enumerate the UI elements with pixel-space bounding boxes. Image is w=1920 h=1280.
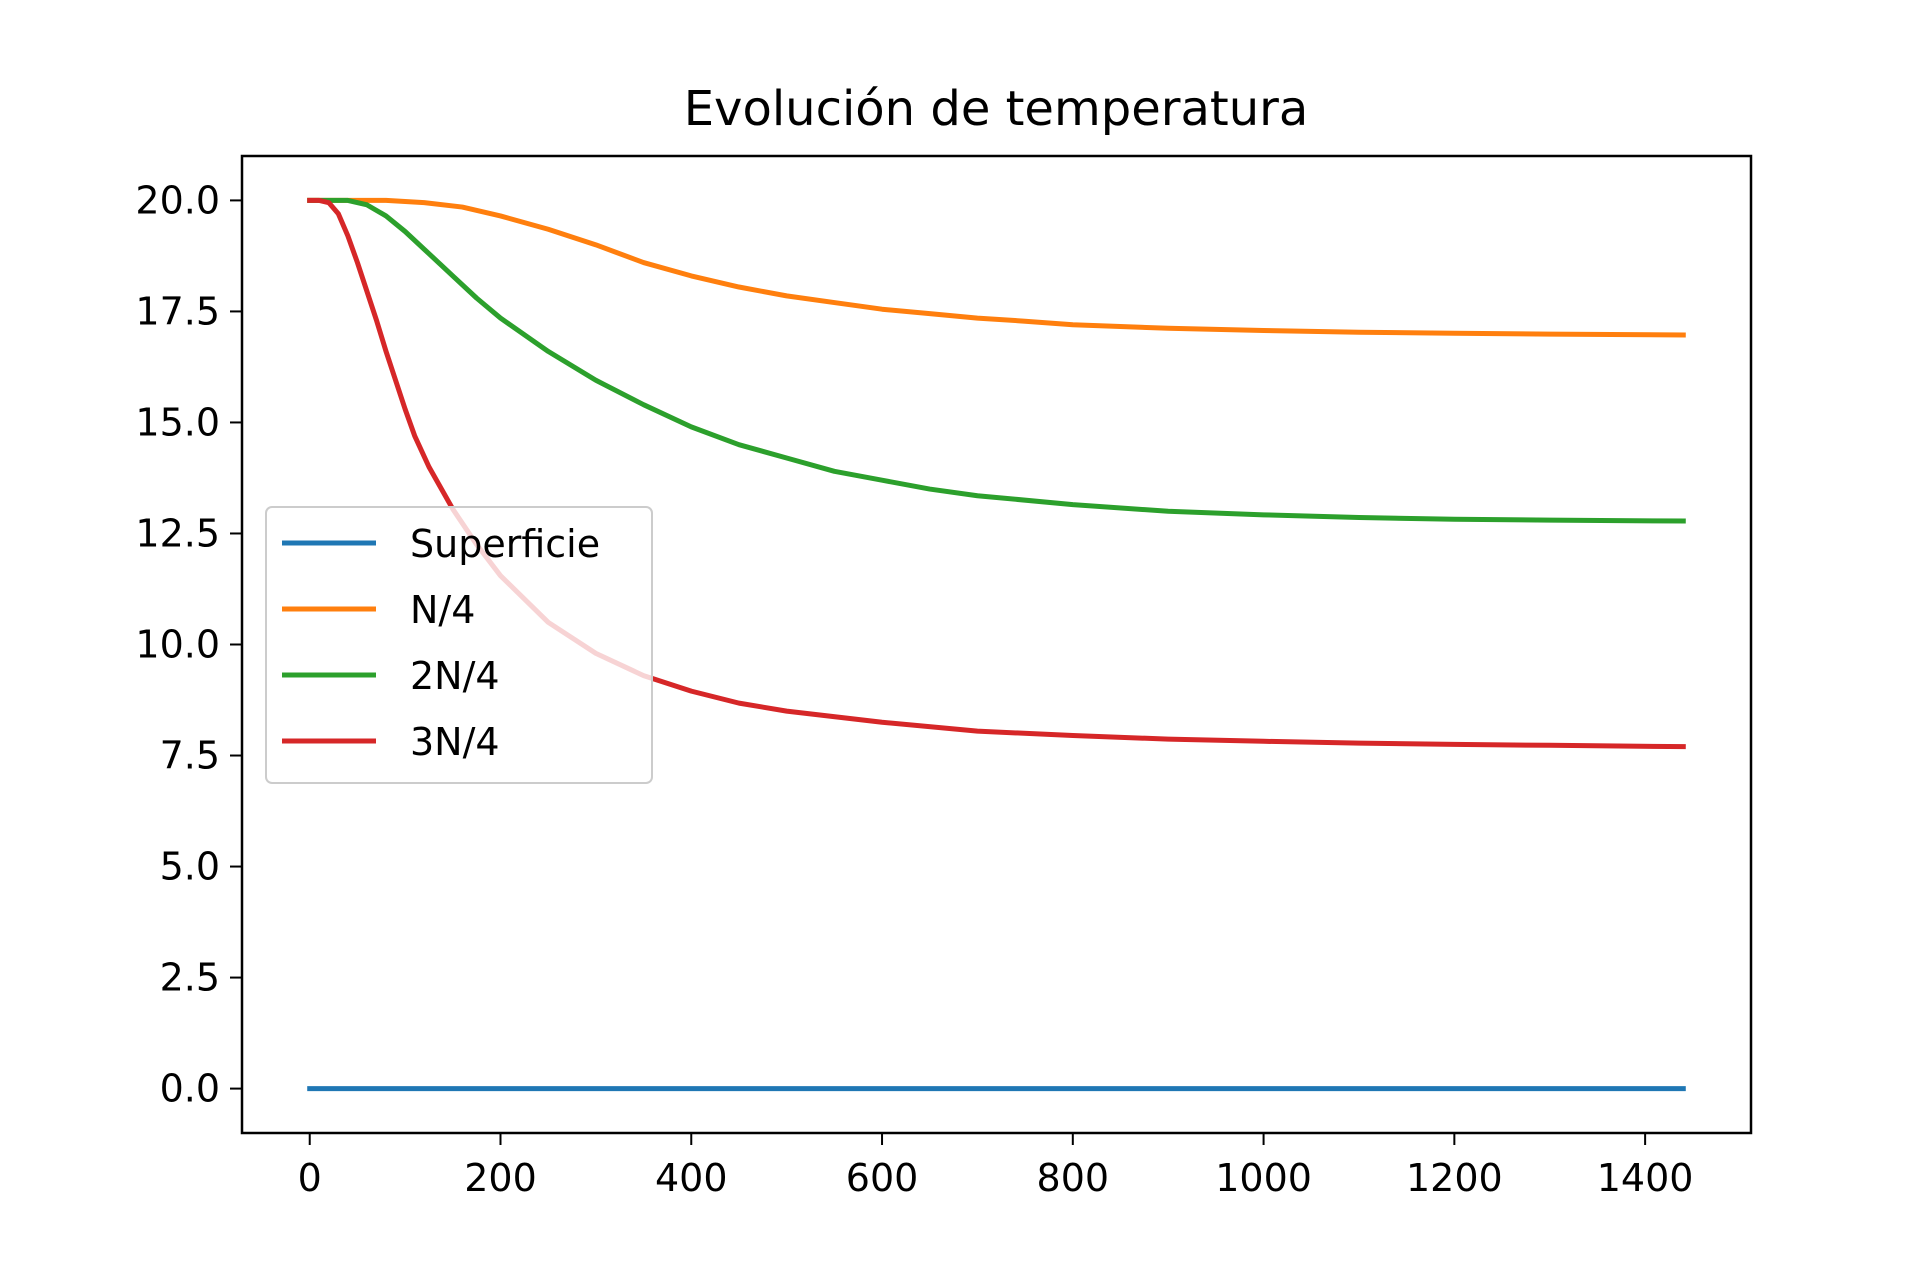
x-tick-label: 1200 (1406, 1156, 1503, 1200)
y-tick-label: 17.5 (135, 289, 220, 333)
y-tick-label: 12.5 (135, 511, 220, 555)
y-tick-label: 10.0 (135, 623, 220, 667)
legend: Superficie N/4 2N/4 3N/4 (265, 506, 653, 784)
y-tick-label: 20.0 (135, 178, 220, 222)
y-tick-label: 5.0 (160, 845, 220, 889)
y-tick-label: 2.5 (160, 956, 220, 1000)
series-line-2n-4 (307, 197, 1686, 524)
x-axis: 0 200 400 600 800 1000 1200 1400 (298, 1133, 1694, 1200)
series-line-n-4 (307, 197, 1686, 338)
legend-label-n-4: N/4 (410, 588, 475, 632)
y-tick-label: 15.0 (135, 400, 220, 444)
x-tick-label: 400 (655, 1156, 728, 1200)
y-tick-label: 7.5 (160, 734, 220, 778)
x-tick-label: 1000 (1215, 1156, 1312, 1200)
x-tick-label: 600 (846, 1156, 919, 1200)
x-tick-label: 800 (1037, 1156, 1110, 1200)
legend-label-3n-4: 3N/4 (410, 720, 500, 764)
x-tick-label: 0 (298, 1156, 322, 1200)
legend-box (265, 506, 653, 784)
x-tick-label: 1400 (1597, 1156, 1694, 1200)
chart-title: Evolución de temperatura (684, 81, 1309, 137)
legend-label-superficie: Superficie (410, 522, 600, 566)
legend-label-2n-4: 2N/4 (410, 654, 500, 698)
legend-entries: Superficie N/4 2N/4 3N/4 (282, 522, 600, 764)
x-tick-label: 200 (464, 1156, 537, 1200)
y-tick-label: 0.0 (160, 1067, 220, 1111)
y-axis: 0.0 2.5 5.0 7.5 10.0 12.5 15.0 17.5 20.0 (135, 178, 242, 1111)
